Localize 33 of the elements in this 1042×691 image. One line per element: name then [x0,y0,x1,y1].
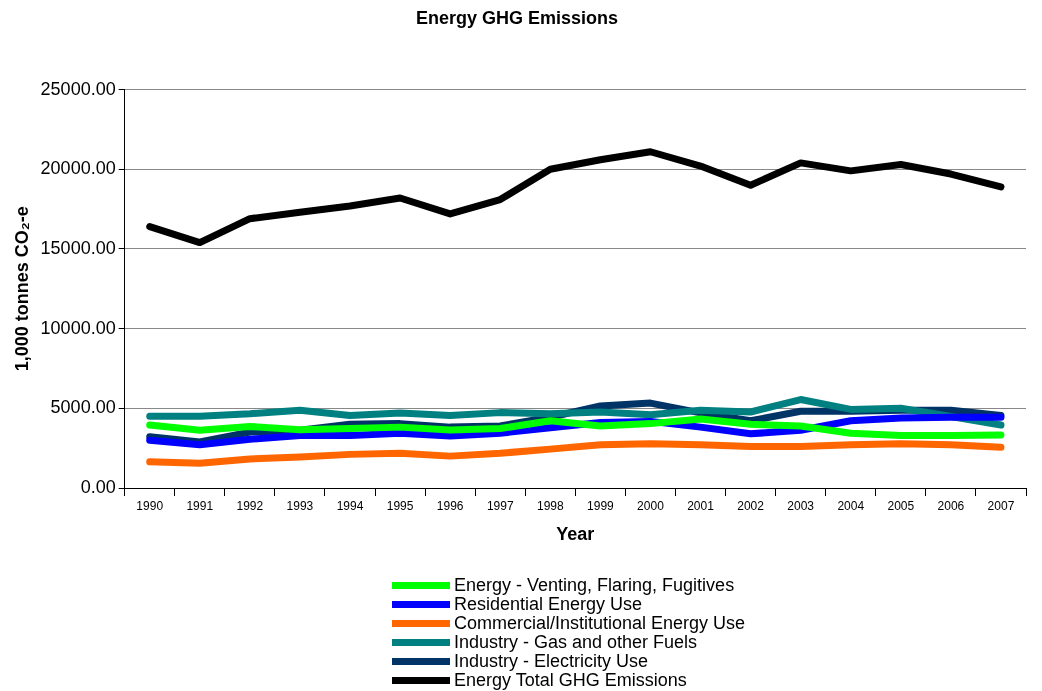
x-tick-label: 2003 [787,498,815,513]
x-tick-label: 2001 [687,498,715,513]
y-tick-label: 15000.00 [40,237,116,258]
x-tick-label: 2007 [987,498,1015,513]
x-tick-label: 1997 [486,498,514,513]
x-tick-label: 1994 [336,498,364,513]
x-tick-label: 1991 [186,498,214,513]
y-tick-label: 5000.00 [50,397,116,418]
legend-label: Industry - Gas and other Fuels [454,632,698,652]
x-tick-label: 2002 [737,498,765,513]
legend-label: Energy - Venting, Flaring, Fugitives [454,575,735,595]
x-axis-title: Year [556,524,595,545]
y-tick-label: 25000.00 [40,78,116,99]
x-tick-label: 1990 [136,498,164,513]
x-tick-label: 2000 [637,498,665,513]
x-tick-label: 2004 [837,498,865,513]
x-tick-label: 1996 [436,498,464,513]
y-tick-label: 20000.00 [40,158,116,179]
y-axis-title: 1,000 tonnes CO₂-e [11,206,32,372]
x-tick-label: 2005 [887,498,915,513]
x-tick-label: 1992 [236,498,264,513]
chart-title: Energy GHG Emissions [415,7,619,28]
y-tick-label: 0.00 [80,476,116,497]
x-tick-label: 1999 [587,498,615,513]
legend-label: Residential Energy Use [454,594,643,614]
y-tick-label: 10000.00 [40,317,116,338]
legend-label: Industry - Electricity Use [454,651,649,671]
legend-label: Commercial/Institutional Energy Use [454,613,746,633]
x-tick-label: 1993 [286,498,314,513]
x-tick-label: 2006 [937,498,965,513]
x-tick-label: 1998 [536,498,564,513]
x-tick-label: 1995 [386,498,414,513]
legend-label: Energy Total GHG Emissions [454,670,687,690]
